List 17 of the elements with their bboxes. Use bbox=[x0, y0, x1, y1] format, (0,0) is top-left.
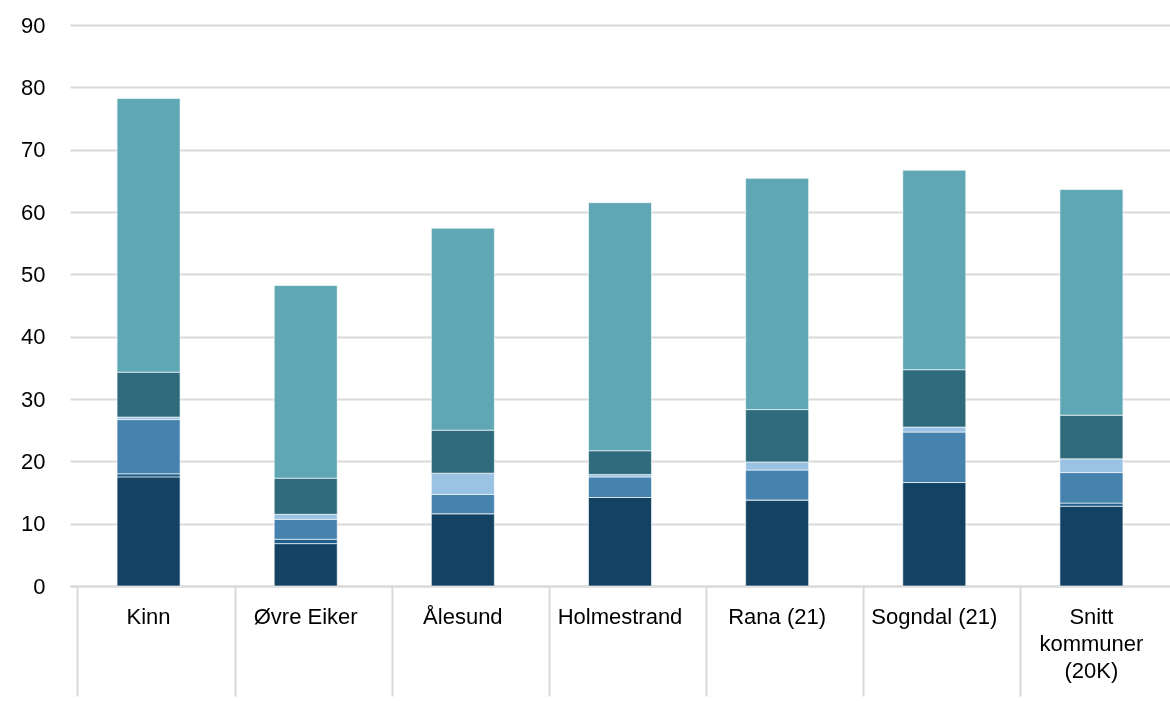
x-tick-label: Holmestrand bbox=[557, 603, 683, 629]
y-tick-label: 90 bbox=[21, 12, 46, 38]
y-tick-label: 20 bbox=[21, 448, 46, 474]
y-tick-label: 30 bbox=[21, 386, 46, 412]
y-tick-label: 50 bbox=[21, 261, 46, 287]
x-tick-label: Rana (21) bbox=[728, 603, 827, 629]
x-tick-label: Sogndal (21) bbox=[871, 603, 998, 629]
x-tick-label: Kinn bbox=[126, 603, 171, 629]
y-tick-label: 40 bbox=[21, 324, 46, 350]
x-tick-label: Ålesund bbox=[423, 603, 503, 629]
x-tick-label: Øvre Eiker bbox=[253, 603, 358, 629]
y-tick-label: 80 bbox=[21, 74, 46, 100]
y-tick-label: 10 bbox=[21, 511, 46, 537]
x-tick-label: Snitt kommuner (20K) bbox=[1039, 603, 1144, 683]
y-tick-label: 60 bbox=[21, 199, 46, 225]
y-tick-label: 70 bbox=[21, 137, 46, 163]
y-tick-label: 0 bbox=[33, 573, 46, 599]
